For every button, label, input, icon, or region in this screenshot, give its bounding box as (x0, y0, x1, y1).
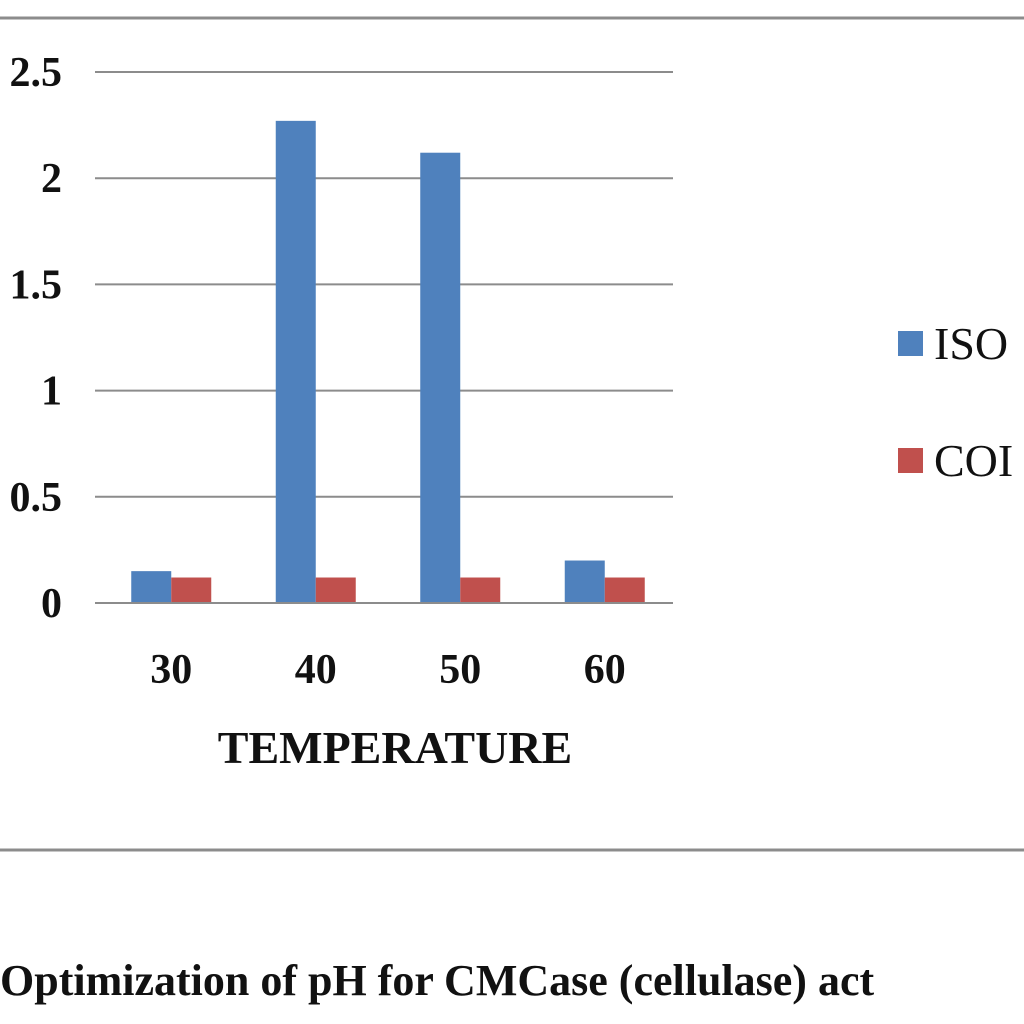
bar-coi-30 (171, 577, 212, 603)
y-tick-label: 1 (41, 369, 62, 415)
x-tick-label: 40 (295, 647, 337, 693)
gridlines (95, 71, 673, 498)
legend-swatch-coi (898, 448, 923, 473)
legend-swatch-iso (898, 331, 923, 356)
bar-coi-50 (460, 577, 501, 603)
bar-iso-40 (275, 120, 316, 604)
y-tick-label: 2 (41, 156, 62, 202)
bar-iso-60 (564, 560, 605, 603)
x-tick-label: 50 (439, 647, 481, 693)
legend-label-iso: ISO (934, 318, 1008, 369)
bar-iso-50 (420, 152, 461, 603)
bar-coi-60 (604, 577, 645, 603)
y-tick-label: 0.5 (10, 475, 63, 521)
x-tick-labels: 30 40 50 60 (150, 647, 626, 693)
y-tick-label: 0 (41, 581, 62, 627)
legend: ISO COI (898, 318, 1013, 486)
x-tick-label: 30 (150, 647, 192, 693)
legend-label-coi: COI (934, 435, 1013, 486)
bar-coi-40 (315, 577, 356, 603)
bars (131, 120, 645, 604)
x-axis-title: TEMPERATURE (218, 722, 572, 773)
bar-iso-30 (131, 571, 172, 603)
y-tick-label: 2.5 (10, 50, 63, 96)
x-tick-label: 60 (584, 647, 626, 693)
figure-caption: Optimization of pH for CMCase (cellulase… (0, 956, 875, 1005)
y-tick-label: 1.5 (10, 262, 63, 308)
y-tick-labels: 0 0.5 1 1.5 2 2.5 (10, 50, 63, 627)
